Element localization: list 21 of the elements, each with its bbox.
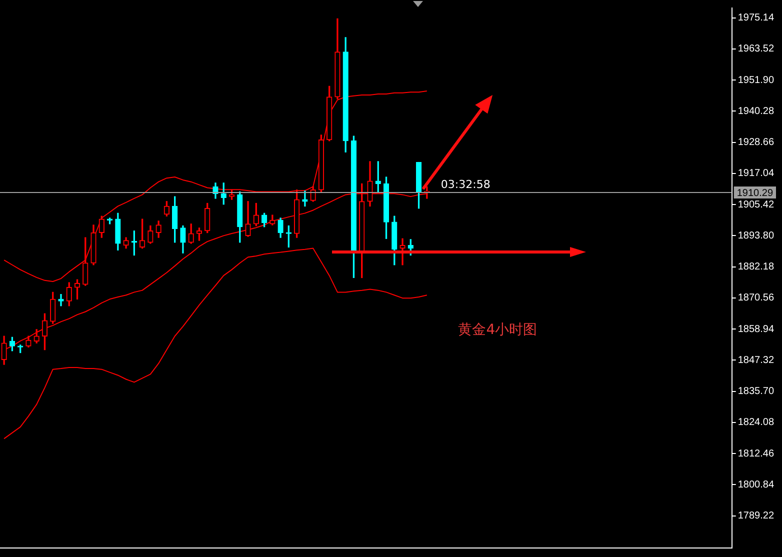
candlestick <box>302 190 308 207</box>
y-tick-label: 1789.22 <box>738 510 774 522</box>
y-tick-label: 1858.94 <box>738 324 774 335</box>
y-tick-label: 1951.90 <box>738 74 774 86</box>
ref-line-label: 1910.29 <box>736 188 774 199</box>
y-tick-label: 1812.46 <box>738 448 774 460</box>
y-tick-label: 1882.18 <box>738 262 774 273</box>
y-tick-label: 1963.52 <box>738 44 774 55</box>
y-tick-label: 1975.14 <box>738 12 774 24</box>
y-tick-label: 1824.08 <box>738 417 774 428</box>
y-tick-label: 1835.70 <box>738 386 774 398</box>
y-tick-label: 1940.28 <box>738 106 774 117</box>
y-tick-label: 1905.42 <box>738 199 774 210</box>
y-tick-label: 1847.32 <box>738 354 774 366</box>
annotation: 黄金4小时图 <box>458 322 538 338</box>
y-tick-label: 1893.80 <box>738 230 774 242</box>
y-tick-label: 1917.04 <box>738 168 774 180</box>
annotation: 03:32:58 <box>440 178 490 191</box>
y-tick-label: 1870.56 <box>738 292 774 304</box>
y-tick-label: 1800.84 <box>738 479 774 490</box>
y-tick-label: 1928.66 <box>738 137 774 148</box>
